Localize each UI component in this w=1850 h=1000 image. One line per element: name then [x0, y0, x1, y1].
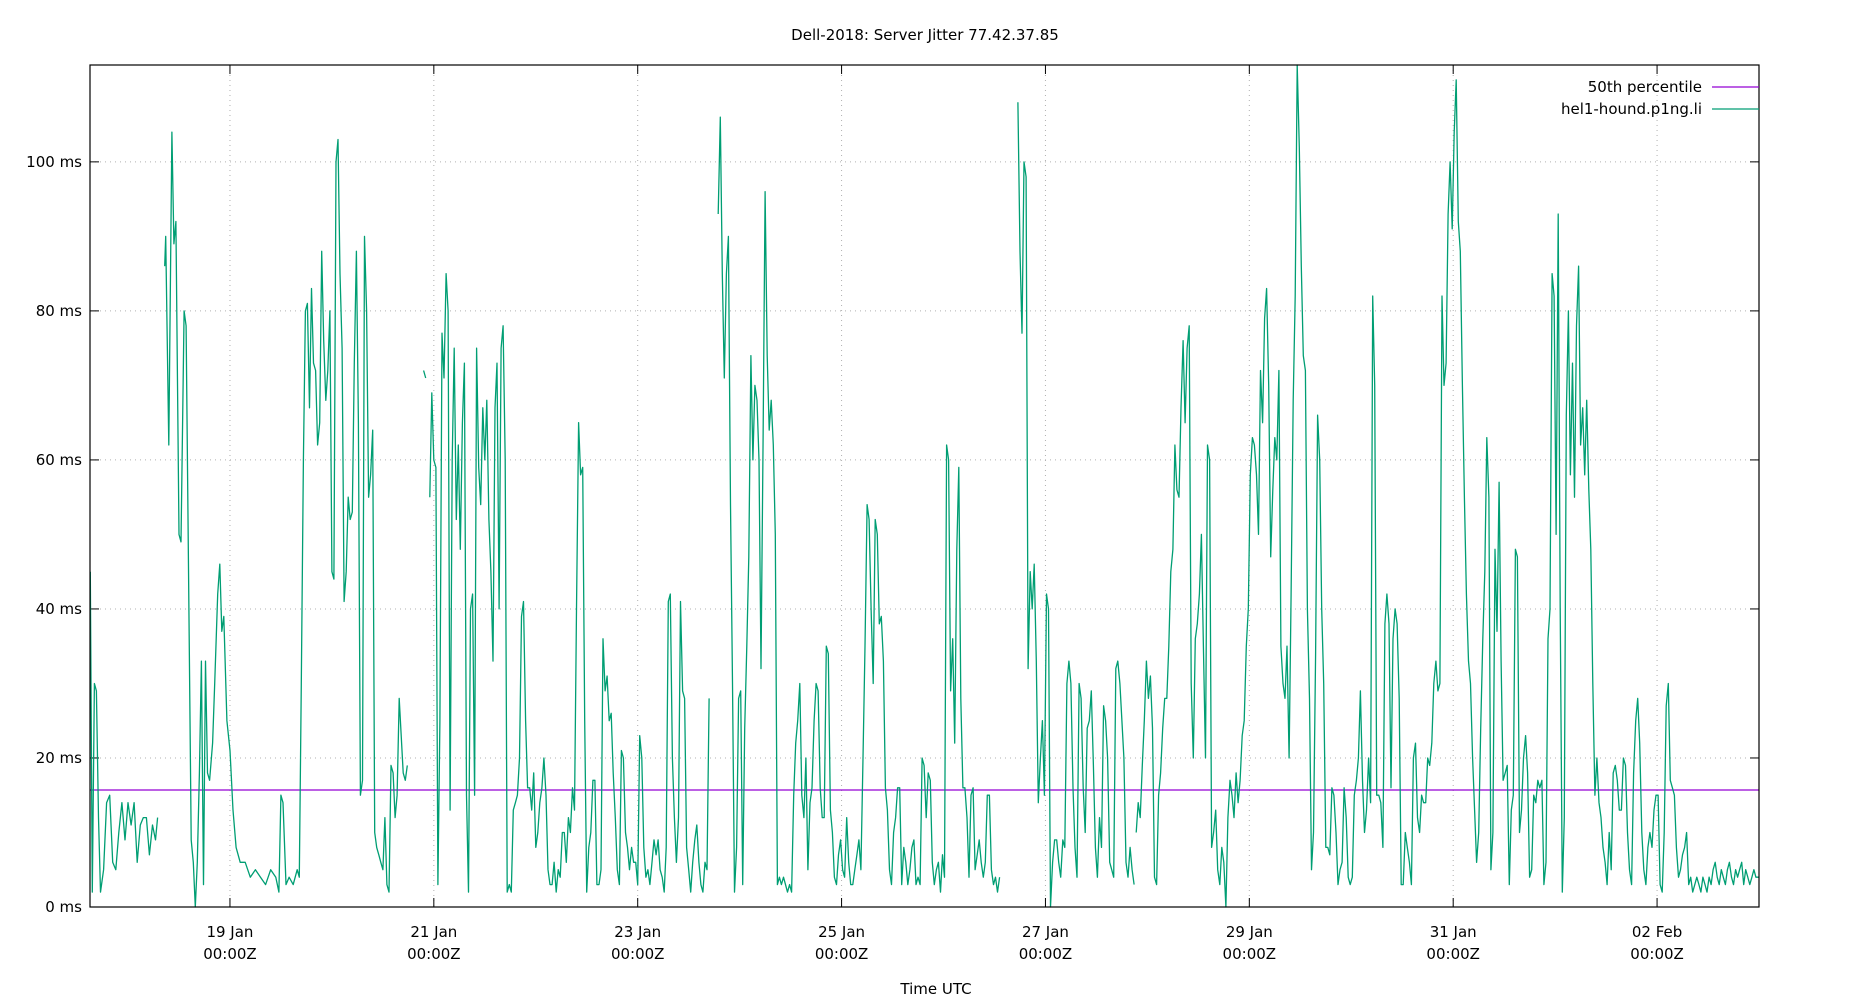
y-tick-label: 0 ms	[45, 898, 82, 916]
x-tick-label-time: 00:00Z	[611, 945, 665, 963]
host-jitter-line	[164, 131, 408, 908]
legend-label-percentile: 50th percentile	[1588, 78, 1702, 96]
host-jitter-line	[422, 370, 427, 379]
y-tick-label: 100 ms	[26, 153, 82, 171]
x-tick-label-date: 27 Jan	[1022, 923, 1069, 941]
x-tick-label-date: 19 Jan	[206, 923, 253, 941]
x-axis-title: Time UTC	[899, 980, 971, 998]
chart-title: Dell-2018: Server Jitter 77.42.37.85	[791, 26, 1059, 44]
host-jitter-line	[89, 571, 159, 893]
x-axis-ticks: 19 Jan 00:00Z 21 Jan 00:00Z 23 Jan 00:00Z 25 J…	[203, 65, 1684, 963]
host-jitter-line	[1135, 64, 1759, 908]
x-tick-label-time: 00:00Z	[1019, 945, 1073, 963]
x-tick-label-time: 00:00Z	[1426, 945, 1480, 963]
host-jitter-line	[429, 272, 710, 893]
x-tick-label-date: 23 Jan	[614, 923, 661, 941]
grid-lines	[90, 65, 1759, 907]
plot-series	[89, 64, 1759, 908]
legend-label-host: hel1-hound.p1ng.li	[1561, 100, 1702, 118]
y-axis-ticks: 0 ms 20 ms 40 ms 60 ms 80 ms 100 ms	[26, 153, 1759, 916]
y-tick-label: 40 ms	[36, 600, 82, 618]
plot-border	[89, 64, 1760, 908]
host-jitter-line	[1017, 102, 1135, 908]
y-tick-label: 60 ms	[36, 451, 82, 469]
host-jitter-line	[717, 116, 1001, 893]
x-tick-label-date: 02 Feb	[1632, 923, 1682, 941]
x-tick-label-time: 00:00Z	[1630, 945, 1684, 963]
x-tick-label-date: 29 Jan	[1226, 923, 1273, 941]
legend: 50th percentile hel1-hound.p1ng.li	[1561, 78, 1759, 118]
x-tick-label-time: 00:00Z	[1223, 945, 1277, 963]
x-tick-label-date: 25 Jan	[818, 923, 865, 941]
y-tick-label: 20 ms	[36, 749, 82, 767]
x-tick-label-date: 21 Jan	[410, 923, 457, 941]
x-tick-label-date: 31 Jan	[1430, 923, 1477, 941]
x-tick-label-time: 00:00Z	[203, 945, 257, 963]
x-tick-label-time: 00:00Z	[407, 945, 461, 963]
x-tick-label-time: 00:00Z	[815, 945, 869, 963]
y-tick-label: 80 ms	[36, 302, 82, 320]
